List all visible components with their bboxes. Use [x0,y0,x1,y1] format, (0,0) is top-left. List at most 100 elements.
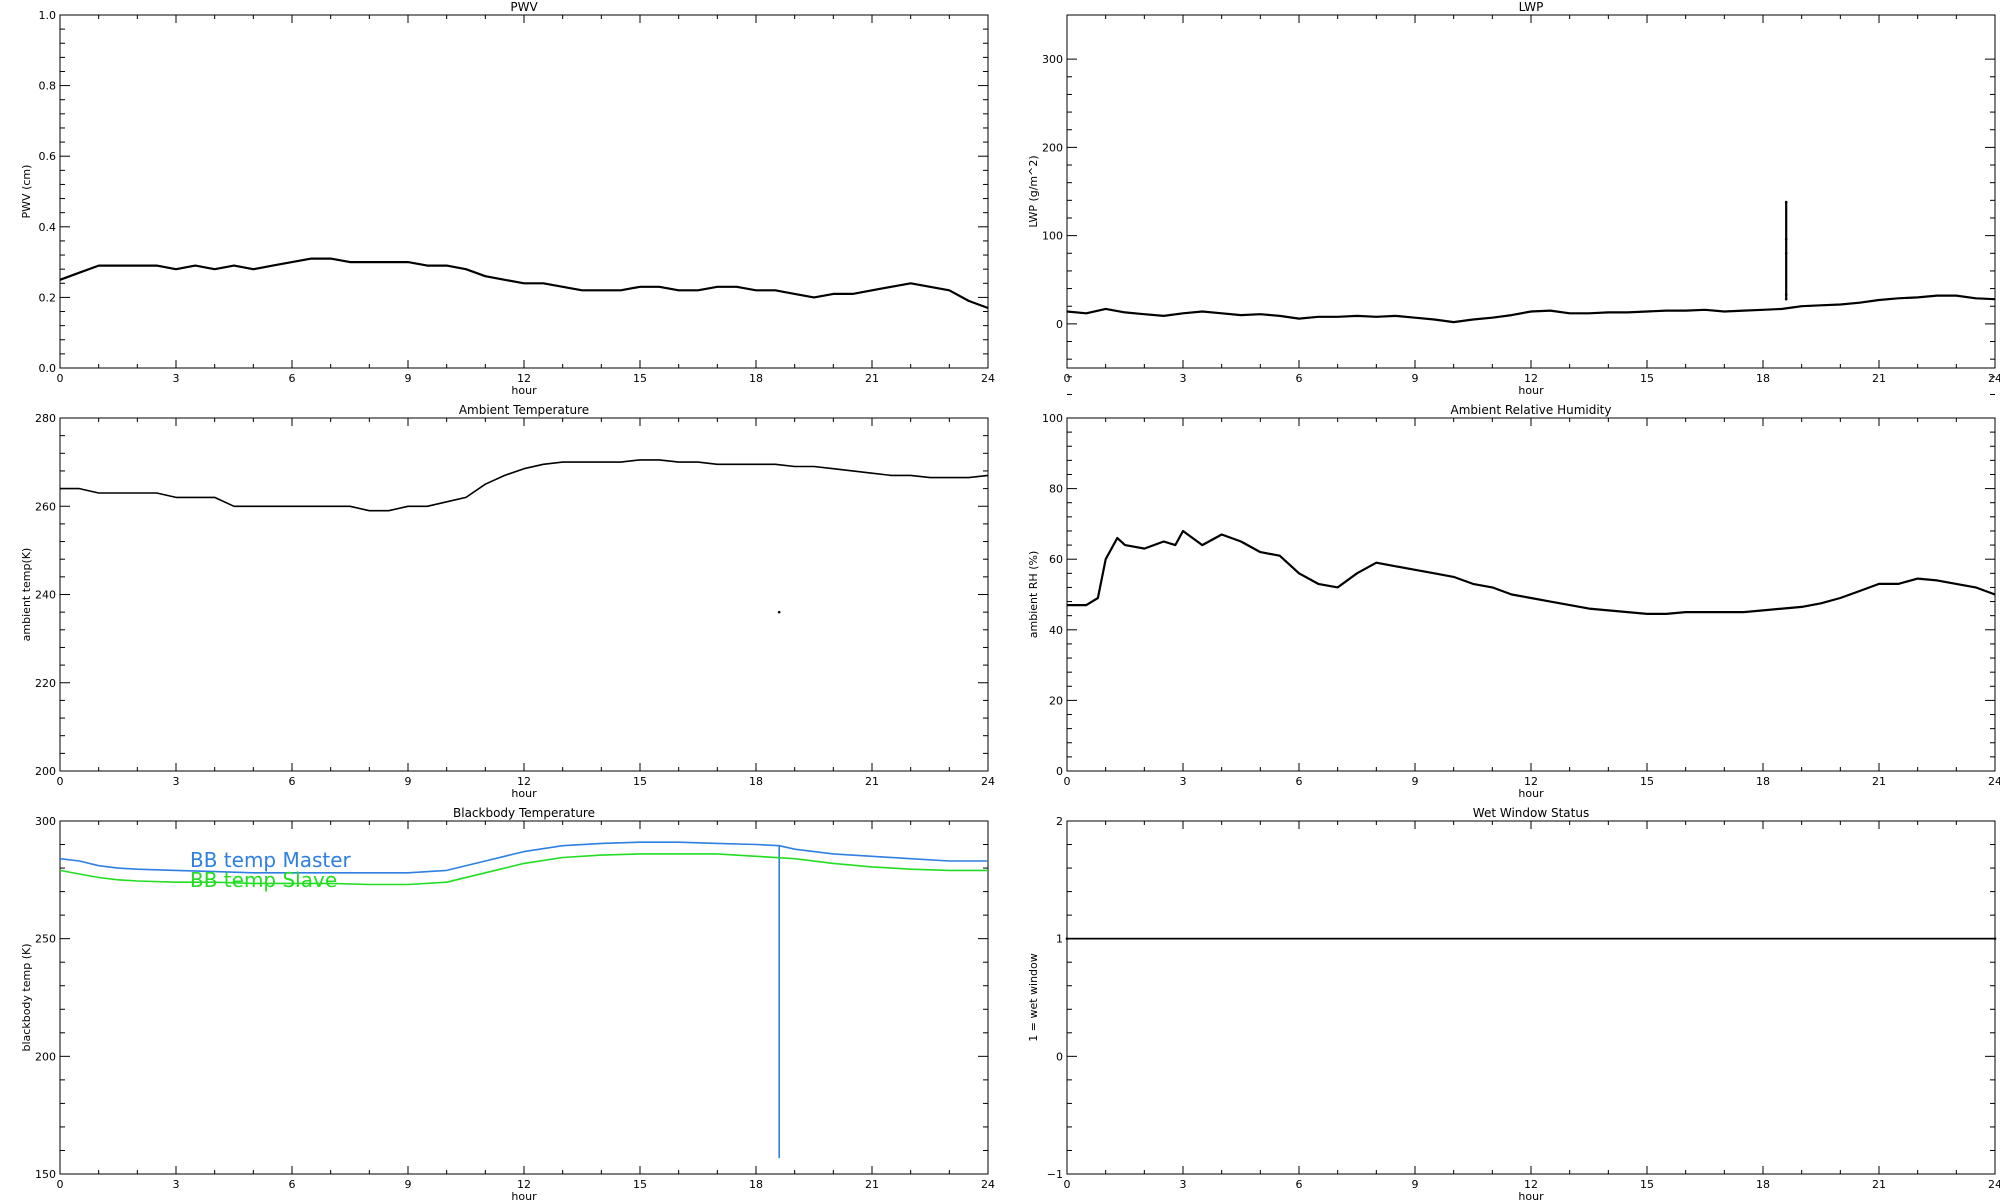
y-tick-label: 0.4 [39,221,57,234]
chart-title: PWV [510,0,538,14]
x-tick-label: 6 [1296,775,1303,788]
y-tick-label: 20 [1049,694,1063,707]
x-tick-label: 12 [1524,775,1538,788]
x-tick-label: 24 [981,372,995,385]
y-tick-label: 1.0 [39,9,57,22]
x-tick-label: 24 [1988,372,2000,385]
y-tick-label: 0 [1056,765,1063,778]
x-tick-label: 9 [1412,372,1419,385]
y-axis-label: ambient temp(K) [20,548,33,642]
y-tick-label: 0.8 [39,80,57,93]
series-line-0 [60,459,989,512]
y-tick-label: 2 [1056,815,1063,828]
y-tick-label: 0 [1056,1050,1063,1063]
x-tick-label: 15 [633,775,647,788]
data-point [777,610,781,614]
x-tick-label: 6 [289,372,296,385]
x-axis-label: hour [1518,1190,1544,1200]
x-tick-label: 24 [981,1178,995,1191]
series-line-0 [1066,294,1996,324]
x-tick-label: 18 [1756,372,1770,385]
data-point [1784,297,1788,301]
x-tick-label: 9 [405,775,412,788]
y-tick-label: 40 [1049,624,1063,637]
chart-pwv: PWV 0 3 6 9 12 15 18 21 24 0.0 0.2 0.4 0.6 0.8 1.0 hour P… [20,0,995,397]
x-tick-label: 24 [1988,1178,2000,1191]
x-tick-label: 21 [1872,775,1886,788]
plot-frame [1066,417,1996,772]
plot-frame [1066,820,1996,1175]
data-point [1784,293,1788,297]
x-tick-label: 15 [1640,775,1654,788]
x-tick-label: 21 [865,1178,879,1191]
legend-entry: BB temp Slave [190,868,337,892]
x-tick-label: 21 [1872,372,1886,385]
chart-blackbody-temperature: Blackbody Temperature 0 3 6 9 12 15 18 21 24 150 20… [20,806,995,1200]
x-tick-label: 12 [1524,372,1538,385]
x-tick-label: 18 [1756,775,1770,788]
y-tick-label: 100 [1042,412,1063,425]
chart-title: Ambient Relative Humidity [1451,403,1612,417]
x-tick-label: 3 [173,372,180,385]
series-line-0 [59,257,989,310]
y-tick-label: 200 [35,765,56,778]
chart-ambient-rh: Ambient Relative Humidity 0 3 6 9 12 15 18 21 24 0… [1027,403,2000,800]
y-tick-label: 60 [1049,553,1063,566]
x-tick-label: 18 [1756,1178,1770,1191]
y-tick-label: 0.0 [39,362,57,375]
x-tick-label: 9 [405,372,412,385]
x-axis-label: hour [511,1190,537,1200]
x-tick-label: 6 [289,775,296,788]
x-tick-label: 21 [1872,1178,1886,1191]
x-tick-label: 0 [1064,1178,1071,1191]
chart-title: Ambient Temperature [459,403,589,417]
y-tick-label: 250 [35,933,56,946]
chart-title: Blackbody Temperature [453,806,595,820]
y-tick-label: −1 [1047,1168,1063,1181]
data-point [1784,237,1788,241]
x-tick-label: 24 [1988,775,2000,788]
x-tick-label: 18 [749,372,763,385]
x-tick-label: 12 [1524,1178,1538,1191]
x-tick-label: 15 [1640,1178,1654,1191]
x-tick-label: 3 [1180,1178,1187,1191]
x-tick-label: 0 [1064,775,1071,788]
x-axis-label: hour [511,384,537,397]
series-line-0 [1067,529,1996,616]
y-tick-label: 300 [1042,53,1063,66]
x-tick-label: 18 [749,1178,763,1191]
x-tick-label: 3 [1180,775,1187,788]
y-axis-label: blackbody temp (K) [20,944,33,1052]
y-tick-label: 260 [35,500,56,513]
x-tick-label: 0 [1064,372,1071,385]
y-tick-label: 150 [35,1168,56,1181]
y-tick-label: 200 [35,1050,56,1063]
x-tick-label: 3 [1180,372,1187,385]
chart-lwp: LWP 0 3 6 9 12 15 18 21 24 0 100 200 300 hour LWP (g/m^… [1027,0,2000,397]
y-axis-label: 1 = wet window [1027,953,1040,1042]
chart-ambient-temperature: Ambient Temperature 0 3 6 9 12 15 18 21 24 200 220 2… [20,403,995,800]
x-tick-label: 0 [57,775,64,788]
plot-frame [1066,14,1996,369]
y-tick-label: 200 [1042,141,1063,154]
x-tick-label: 15 [633,1178,647,1191]
chart-title: Wet Window Status [1473,806,1589,820]
y-tick-label: 100 [1042,230,1063,243]
y-axis-label: PWV (cm) [20,165,33,219]
x-tick-label: 6 [1296,1178,1303,1191]
x-tick-label: 3 [173,1178,180,1191]
x-tick-label: 6 [1296,372,1303,385]
x-tick-label: 3 [173,775,180,788]
x-tick-label: 9 [405,1178,412,1191]
y-axis-label: ambient RH (%) [1027,551,1040,639]
plot-frame [59,14,989,369]
y-axis-label: LWP (g/m^2) [1027,155,1040,227]
legend-entry: BB temp Master [190,848,352,872]
y-tick-label: 240 [35,589,56,602]
x-axis-label: hour [511,787,537,800]
x-tick-label: 12 [517,775,531,788]
series-line-0 [59,841,988,1159]
y-tick-label: 1 [1056,933,1063,946]
x-tick-label: 9 [1412,775,1419,788]
